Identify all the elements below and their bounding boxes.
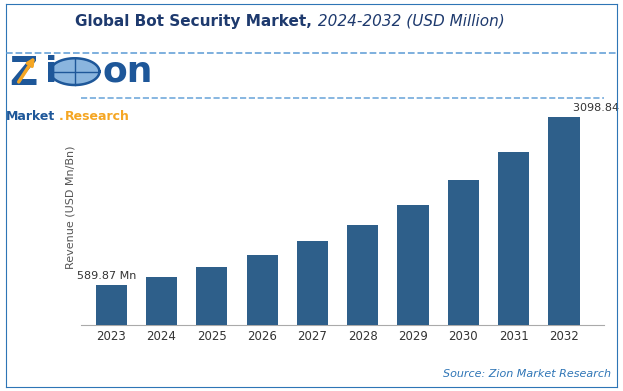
Text: CAGR :  20.24%: CAGR : 20.24%	[104, 360, 232, 375]
Circle shape	[50, 58, 100, 85]
Bar	[247, 255, 278, 325]
Text: 3098.84 Mn: 3098.84 Mn	[573, 103, 623, 113]
Bar	[347, 225, 378, 325]
Bar	[95, 285, 126, 325]
Y-axis label: Revenue (USD Mn/Bn): Revenue (USD Mn/Bn)	[65, 145, 75, 269]
Text: 2024-2032 (USD Million): 2024-2032 (USD Million)	[313, 14, 505, 29]
Bar	[146, 277, 177, 325]
Bar	[498, 152, 530, 325]
Text: .: .	[59, 110, 63, 123]
Text: i: i	[45, 54, 57, 88]
Bar	[448, 180, 479, 325]
Text: on: on	[102, 54, 153, 88]
Bar	[297, 241, 328, 325]
Text: Global Bot Security Market,: Global Bot Security Market,	[75, 14, 312, 29]
Text: Z: Z	[9, 54, 37, 93]
Text: Research: Research	[65, 110, 130, 123]
Text: 589.87 Mn: 589.87 Mn	[77, 271, 137, 281]
Bar	[397, 204, 429, 325]
Text: Market: Market	[6, 110, 55, 123]
Text: Source: Zion Market Research: Source: Zion Market Research	[442, 369, 611, 379]
Bar	[548, 117, 579, 325]
Bar	[196, 267, 227, 325]
